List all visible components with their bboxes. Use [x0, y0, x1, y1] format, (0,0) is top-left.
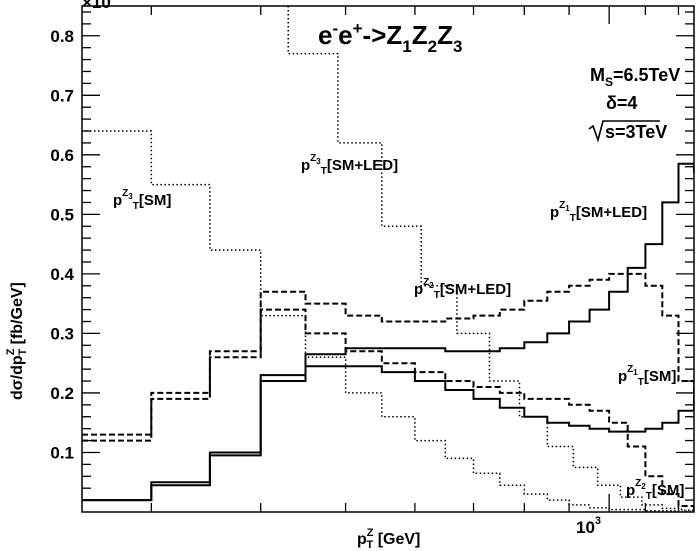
y-tick-label: 0.1 — [50, 443, 74, 462]
chart-title: e-e+->Z1Z2Z3 — [318, 19, 462, 56]
series-line-5 — [82, 365, 694, 502]
y-axis-title: dσ/dpZT [fb/GeV] — [5, 282, 29, 400]
label-z3-sm: pZ3T[SM] — [113, 188, 171, 212]
sqrt-sign — [588, 120, 660, 143]
y-tick-label: 0.3 — [50, 324, 74, 343]
label-z2-sm: pZ2T[SM] — [626, 478, 684, 502]
label-z1-sm: pZ1T[SM] — [618, 364, 676, 388]
ticks-layer: 0.1 0.2 0.3 0.4 0.5 0.6 0.7 0.8 — [50, 6, 694, 512]
series-line-6 — [82, 308, 694, 509]
y-tick-label: 0.8 — [50, 27, 74, 46]
param-ms: MS=6.5TeV — [590, 65, 680, 89]
y-tick-label: 0.4 — [50, 265, 74, 284]
x-tick-label-1000: 103 — [576, 515, 601, 537]
y-tick-label: 0.5 — [50, 205, 74, 224]
y-multiplier-label: ×10 — [82, 0, 111, 12]
y-tick-label: 0.2 — [50, 384, 74, 403]
plot-frame — [81, 5, 695, 513]
y-tick-label: 0.6 — [50, 146, 74, 165]
label-z1-led: pZ1T[SM+LED] — [550, 200, 647, 224]
x-axis-title: pZ T [GeV] — [357, 527, 420, 551]
label-z2-led: pZ2T[SM+LED] — [414, 277, 511, 301]
param-delta: δ=4 — [606, 93, 637, 113]
labels-layer: ×10 e-e+->Z1Z2Z3 MS=6.5TeV δ=4 s=3TeV pZ… — [5, 0, 684, 551]
param-sqrt-s: s=3TeV — [605, 122, 667, 142]
label-z3-led: pZ3T[SM+LED] — [301, 153, 398, 177]
series-line-4 — [82, 272, 694, 436]
series-line-3 — [82, 162, 694, 502]
y-tick-label: 0.7 — [50, 86, 74, 105]
